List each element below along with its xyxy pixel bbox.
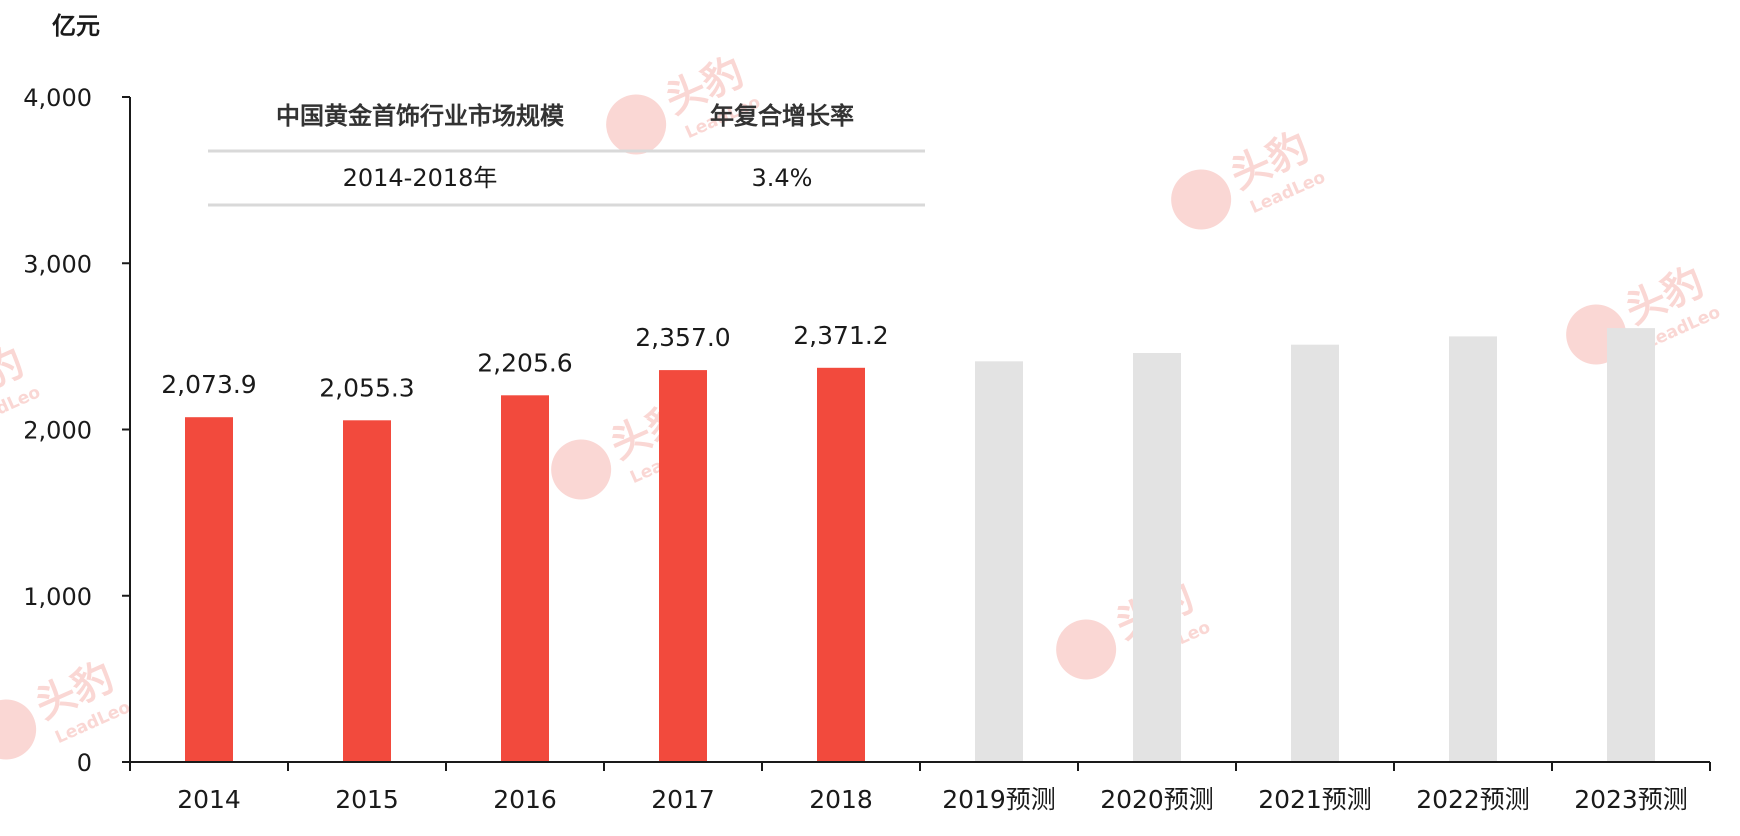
y-axis-unit-label: 亿元: [52, 12, 100, 40]
leopard-head-icon: [0, 699, 37, 760]
leopard-head-icon: [606, 94, 667, 155]
y-tick-label: 2,000: [23, 417, 92, 445]
data-label: 2,205.6: [477, 348, 572, 377]
data-label: 2,073.9: [161, 370, 256, 399]
actual-bar: [343, 420, 391, 762]
x-tick-label: 2015: [335, 785, 399, 814]
actual-bar: [659, 370, 707, 762]
x-tick-label: 2019预测: [942, 785, 1056, 814]
x-tick-label: 2023预测: [1574, 785, 1688, 814]
x-axis: 2014 2015 2016 2017 2018 2019预测 2020预测 2021预测 20…: [129, 761, 1711, 814]
data-labels: 2,073.9 2,055.3 2,205.6 2,357.0 2,371.2: [161, 321, 888, 403]
x-tick-label: 2022预测: [1416, 785, 1530, 814]
x-tick-label: 2020预测: [1100, 785, 1214, 814]
cagr-table: 中国黄金首饰行业市场规模 年复合增长率 2014-2018年 3.4%: [208, 102, 925, 207]
leopard-head-icon: [1056, 619, 1117, 680]
table-cell-cagr: 3.4%: [752, 164, 813, 192]
bar-series: [185, 328, 1655, 762]
forecast-bar: [1291, 344, 1339, 762]
data-label: 2,371.2: [793, 321, 888, 350]
actual-bar: [185, 417, 233, 762]
data-label: 2,055.3: [319, 373, 414, 402]
x-tick-label: 2018: [809, 785, 873, 814]
forecast-bar: [1133, 353, 1181, 762]
table-cell-period: 2014-2018年: [343, 164, 498, 192]
y-tick-label: 1,000: [23, 583, 92, 611]
forecast-bar: [975, 361, 1023, 762]
y-tick-label: 4,000: [23, 84, 92, 112]
x-tick-label: 2014: [177, 785, 241, 814]
leopard-head-icon: [1171, 169, 1232, 230]
leopard-head-icon: [551, 439, 612, 500]
y-axis: 0 1,000 2,000 3,000 4,000: [23, 84, 131, 777]
actual-bar: [817, 367, 865, 762]
x-tick-label: 2017: [651, 785, 715, 814]
table-header-cagr: 年复合增长率: [710, 102, 854, 130]
x-tick-label: 2021预测: [1258, 785, 1372, 814]
table-header-market-size: 中国黄金首饰行业市场规模: [276, 102, 565, 130]
x-tick-label: 2016: [493, 785, 557, 814]
forecast-bar: [1449, 336, 1497, 762]
data-label: 2,357.0: [635, 323, 730, 352]
forecast-bar: [1607, 328, 1655, 762]
actual-bar: [501, 395, 549, 762]
y-tick-label: 0: [77, 749, 92, 777]
y-tick-label: 3,000: [23, 250, 92, 278]
